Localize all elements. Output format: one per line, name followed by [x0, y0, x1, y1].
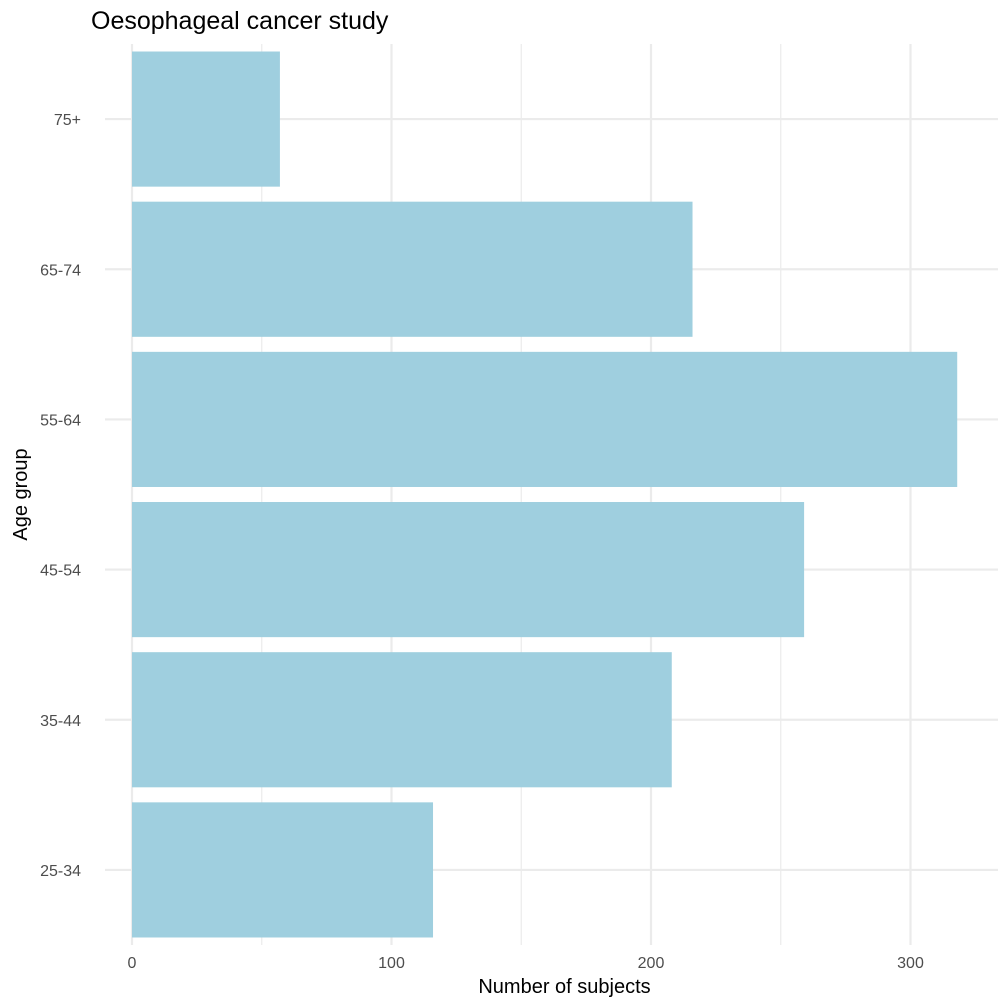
x-tick-label: 200: [638, 955, 665, 972]
x-tick-label: 100: [378, 955, 405, 972]
y-axis-ticks: 25-34 35-44 45-54 55-64 65-74 75+: [40, 112, 81, 880]
bar-25-34: [132, 802, 434, 938]
y-tick-label: 55-64: [40, 412, 81, 429]
bar-75+: [132, 51, 280, 187]
minor-gridlines: [261, 44, 782, 945]
y-tick-label: 75+: [54, 112, 81, 129]
y-tick-label: 65-74: [40, 262, 81, 279]
x-tick-label: 0: [128, 955, 137, 972]
y-tick-label: 35-44: [40, 713, 81, 730]
y-tick-label: 25-34: [40, 863, 81, 880]
bar-35-44: [132, 652, 672, 788]
bar-45-54: [132, 502, 805, 638]
x-axis-ticks: 0 100 200 300: [128, 955, 924, 972]
bar-55-64: [132, 351, 958, 487]
x-axis-title: Number of subjects: [478, 976, 650, 998]
y-axis-title: Age group: [10, 448, 32, 540]
bars: [132, 51, 958, 938]
y-tick-label: 45-54: [40, 563, 81, 580]
x-tick-label: 300: [897, 955, 924, 972]
chart-title: Oesophageal cancer study: [91, 7, 389, 35]
bar-65-74: [132, 201, 693, 337]
